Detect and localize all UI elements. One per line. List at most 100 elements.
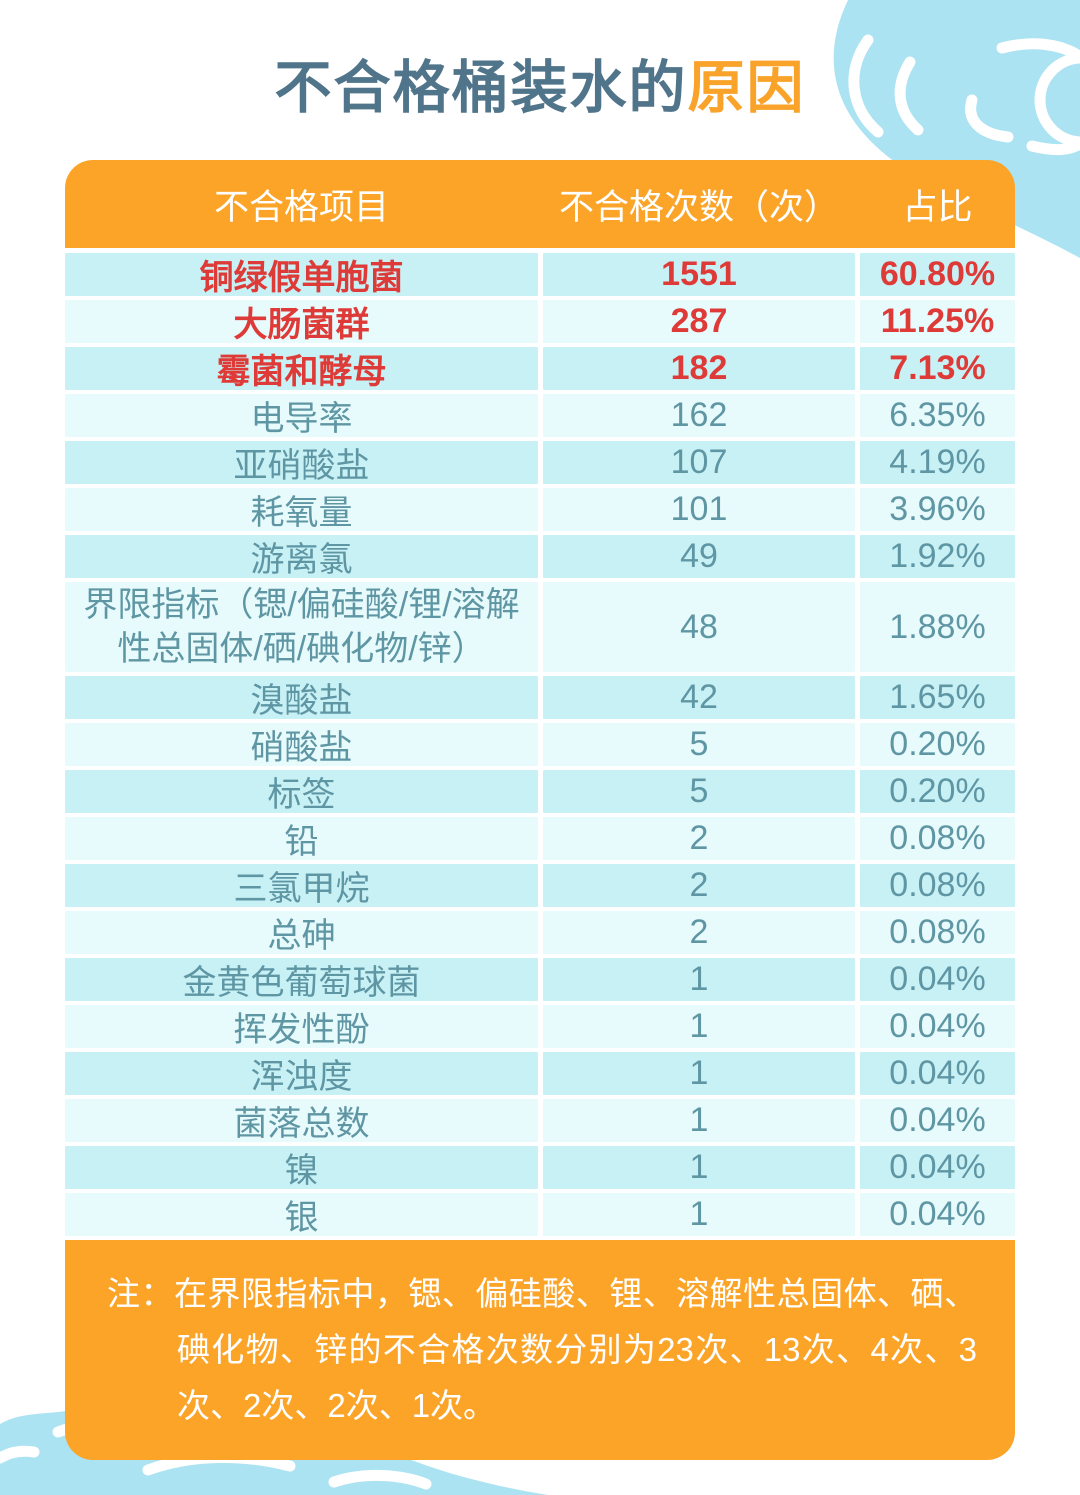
cell-item: 三氯甲烷 <box>65 864 538 908</box>
table-header: 不合格项目 不合格次数（次） 占比 <box>65 160 1015 248</box>
cell-item: 银 <box>65 1193 538 1237</box>
cell-pct: 0.20% <box>860 723 1015 766</box>
cell-count: 1551 <box>543 253 855 296</box>
water-splash-top-right <box>833 0 1080 258</box>
cell-count: 48 <box>543 582 855 672</box>
cell-pct: 3.96% <box>860 488 1015 531</box>
cell-pct: 11.25% <box>860 300 1015 343</box>
table-row: 铜绿假单胞菌 1551 60.80% <box>65 253 1015 297</box>
table-row: 游离氯 49 1.92% <box>65 535 1015 579</box>
header-cell-count: 不合格次数（次） <box>558 187 839 227</box>
cell-pct: 0.08% <box>860 864 1015 907</box>
note-text-block: 注：在界限指标中，锶、偏硅酸、锂、溶解性总固体、硒、碘化物、锌的不合格次数分别为… <box>107 1266 977 1434</box>
ripple-stroke <box>996 38 1080 60</box>
cell-item: 耗氧量 <box>65 488 538 532</box>
cell-count: 287 <box>543 300 855 343</box>
cell-count: 5 <box>543 723 855 766</box>
cell-item: 电导率 <box>65 394 538 438</box>
cell-pct: 0.08% <box>860 911 1015 954</box>
cell-count: 2 <box>543 817 855 860</box>
table-row: 挥发性酚 1 0.04% <box>65 1005 1015 1049</box>
table-row: 亚硝酸盐 107 4.19% <box>65 441 1015 485</box>
cell-count: 182 <box>543 347 855 390</box>
water-blob <box>833 0 1080 258</box>
table-row: 大肠菌群 287 11.25% <box>65 300 1015 344</box>
table-row: 铅 2 0.08% <box>65 817 1015 861</box>
cell-item: 硝酸盐 <box>65 723 538 767</box>
ripple-stroke <box>328 1470 432 1490</box>
cell-pct: 0.04% <box>860 1052 1015 1095</box>
table-row: 标签 5 0.20% <box>65 770 1015 814</box>
cell-item: 金黄色葡萄球菌 <box>65 958 538 1002</box>
table-row: 金黄色葡萄球菌 1 0.04% <box>65 958 1015 1002</box>
cell-item: 镍 <box>65 1146 538 1190</box>
cell-count: 1 <box>543 958 855 1001</box>
cell-count: 2 <box>543 911 855 954</box>
table-row: 银 1 0.04% <box>65 1193 1015 1237</box>
table-row: 界限指标（锶/偏硅酸/锂/溶解性总固体/硒/碘化物/锌） 48 1.88% <box>65 582 1015 672</box>
table-row: 总砷 2 0.08% <box>65 911 1015 955</box>
cell-count: 1 <box>543 1052 855 1095</box>
cell-item: 浑浊度 <box>65 1052 538 1096</box>
cell-pct: 6.35% <box>860 394 1015 437</box>
cell-count: 101 <box>543 488 855 531</box>
cell-pct: 4.19% <box>860 441 1015 484</box>
cell-count: 1 <box>543 1005 855 1048</box>
cell-count: 1 <box>543 1146 855 1189</box>
cell-count: 1 <box>543 1193 855 1236</box>
note-box: 注：在界限指标中，锶、偏硅酸、锂、溶解性总固体、硒、碘化物、锌的不合格次数分别为… <box>65 1240 1015 1460</box>
ripple-stroke <box>0 1445 40 1464</box>
table-row: 镍 1 0.04% <box>65 1146 1015 1190</box>
page-title: 不合格桶装水的原因 <box>0 42 1080 124</box>
cell-pct: 0.04% <box>860 958 1015 1001</box>
table-row: 三氯甲烷 2 0.08% <box>65 864 1015 908</box>
cell-count: 49 <box>543 535 855 578</box>
table-row: 耗氧量 101 3.96% <box>65 488 1015 532</box>
cell-pct: 0.04% <box>860 1099 1015 1142</box>
cell-pct: 0.04% <box>860 1146 1015 1189</box>
cell-pct: 1.88% <box>860 582 1015 672</box>
table-row: 菌落总数 1 0.04% <box>65 1099 1015 1143</box>
cell-item: 霉菌和酵母 <box>65 347 538 391</box>
cell-item: 菌落总数 <box>65 1099 538 1143</box>
cell-pct: 60.80% <box>860 253 1015 296</box>
cell-pct: 0.04% <box>860 1005 1015 1048</box>
cell-item: 铜绿假单胞菌 <box>65 253 538 297</box>
cell-pct: 1.92% <box>860 535 1015 578</box>
header-cell-item: 不合格项目 <box>213 187 389 227</box>
cell-item: 大肠菌群 <box>65 300 538 344</box>
cell-pct: 7.13% <box>860 347 1015 390</box>
cell-item: 亚硝酸盐 <box>65 441 538 485</box>
header-cell-pct: 占比 <box>902 187 973 227</box>
cell-count: 162 <box>543 394 855 437</box>
cell-item: 标签 <box>65 770 538 814</box>
ripple-stroke <box>848 34 884 138</box>
report-table: 不合格项目 不合格次数（次） 占比 铜绿假单胞菌 1551 60.80% 大肠菌… <box>65 160 1015 1460</box>
ripple-stroke <box>965 94 1014 143</box>
cell-pct: 0.08% <box>860 817 1015 860</box>
note-prefix: 注： <box>107 1275 174 1312</box>
page-title-highlight: 原因 <box>687 56 806 120</box>
cell-count: 2 <box>543 864 855 907</box>
cell-count: 42 <box>543 676 855 719</box>
cell-item: 铅 <box>65 817 538 861</box>
table-row: 电导率 162 6.35% <box>65 394 1015 438</box>
cell-item: 溴酸盐 <box>65 676 538 720</box>
cell-item: 总砷 <box>65 911 538 955</box>
cell-pct: 0.04% <box>860 1193 1015 1236</box>
ripple-ring <box>1034 52 1080 148</box>
table-row: 溴酸盐 42 1.65% <box>65 676 1015 720</box>
cell-count: 5 <box>543 770 855 813</box>
table-row: 浑浊度 1 0.04% <box>65 1052 1015 1096</box>
cell-count: 1 <box>543 1099 855 1142</box>
cell-pct: 0.20% <box>860 770 1015 813</box>
table-row: 硝酸盐 5 0.20% <box>65 723 1015 767</box>
cell-count: 107 <box>543 441 855 484</box>
cell-pct: 1.65% <box>860 676 1015 719</box>
table-body: 铜绿假单胞菌 1551 60.80% 大肠菌群 287 11.25% 霉菌和酵母… <box>65 253 1015 1237</box>
cell-item: 挥发性酚 <box>65 1005 538 1049</box>
table-row: 霉菌和酵母 182 7.13% <box>65 347 1015 391</box>
cell-item: 界限指标（锶/偏硅酸/锂/溶解性总固体/硒/碘化物/锌） <box>65 582 538 672</box>
ripple-stroke <box>894 56 924 136</box>
page-title-main: 不合格桶装水的 <box>274 56 688 120</box>
